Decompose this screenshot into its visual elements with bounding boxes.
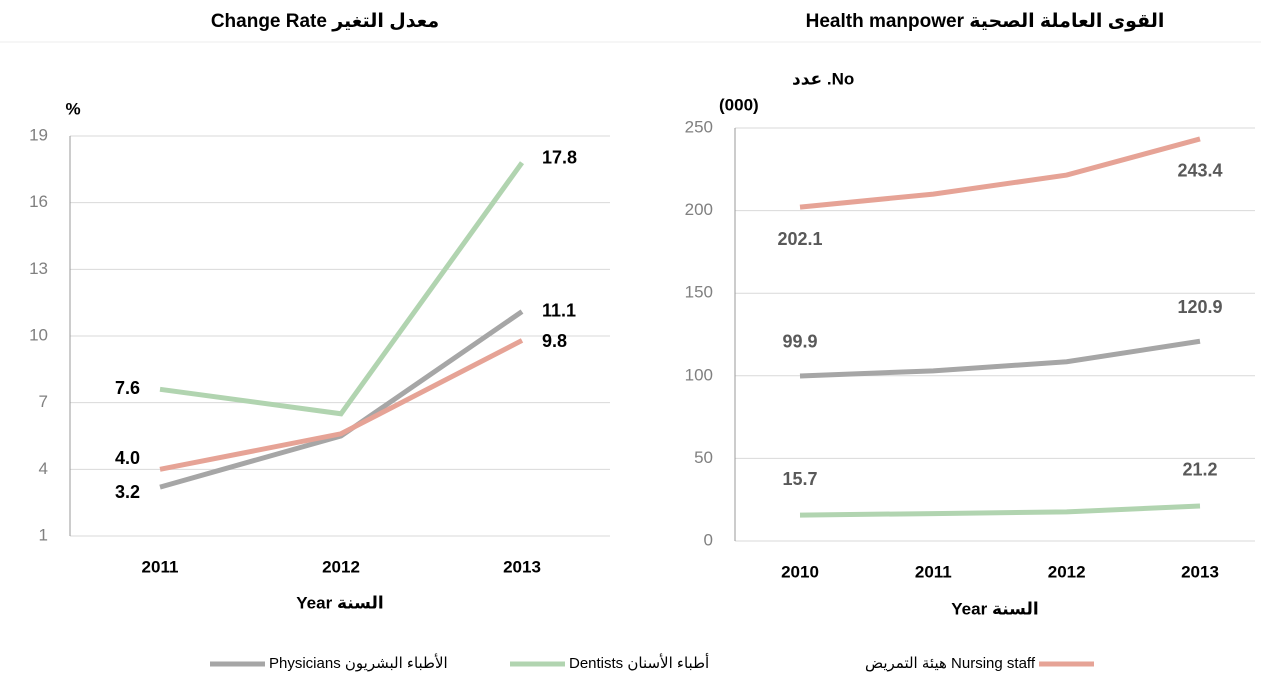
series-line	[799, 503, 1201, 518]
data-label: 11.1	[542, 300, 576, 320]
y-tick-label: 10	[29, 325, 48, 344]
data-label: 243.4	[1177, 161, 1222, 181]
legend-label: Dentists أطباء الأسنان	[569, 653, 709, 672]
x-tick-label: 2013	[1181, 562, 1219, 581]
data-label: 120.9	[1177, 297, 1222, 317]
y-tick-label: 7	[39, 392, 48, 411]
chart-title: Health manpower القوى العاملة الصحية	[806, 11, 1165, 32]
y-tick-label: 16	[29, 192, 48, 211]
x-tick-label: 2012	[322, 557, 360, 576]
data-label: 3.2	[115, 482, 140, 502]
y-tick-label: 19	[29, 125, 48, 144]
legend-label: Physicians الأطباء البشريون	[269, 653, 448, 672]
y-tick-label: 200	[685, 200, 713, 219]
y-tick-label: 50	[694, 448, 713, 467]
y-tick-label: 100	[685, 365, 713, 384]
series-line	[159, 161, 525, 417]
y-tick-label: 250	[685, 117, 713, 136]
data-label: 17.8	[542, 147, 577, 167]
data-label: 202.1	[777, 229, 822, 249]
y-axis-label: (000)	[719, 95, 759, 114]
x-axis-label: Year السنة	[296, 593, 383, 612]
chart-title: Change Rate معدل التغير	[211, 11, 439, 32]
series-line	[799, 136, 1201, 210]
x-tick-label: 2011	[142, 557, 179, 576]
y-axis-label: No. عدد	[792, 69, 854, 88]
x-tick-label: 2011	[915, 562, 952, 581]
x-axis-label: Year السنة	[951, 599, 1038, 618]
y-axis-label: %	[65, 99, 80, 118]
x-tick-label: 2012	[1048, 562, 1086, 581]
y-tick-label: 1	[39, 525, 48, 544]
x-tick-label: 2013	[503, 557, 541, 576]
data-label: 4.0	[115, 448, 140, 468]
y-tick-label: 0	[704, 530, 713, 549]
data-label: 9.8	[542, 331, 567, 351]
series-line	[159, 338, 524, 472]
data-label: 7.6	[115, 378, 140, 398]
x-tick-label: 2010	[781, 562, 819, 581]
y-tick-label: 150	[685, 283, 713, 302]
series-line	[799, 338, 1201, 379]
data-label: 99.9	[782, 332, 817, 352]
data-label: 15.7	[782, 469, 817, 489]
y-tick-label: 13	[29, 259, 48, 278]
legend-label: هيئة التمريض Nursing staff	[865, 655, 1036, 672]
y-tick-label: 4	[39, 459, 48, 478]
data-label: 21.2	[1182, 460, 1217, 480]
